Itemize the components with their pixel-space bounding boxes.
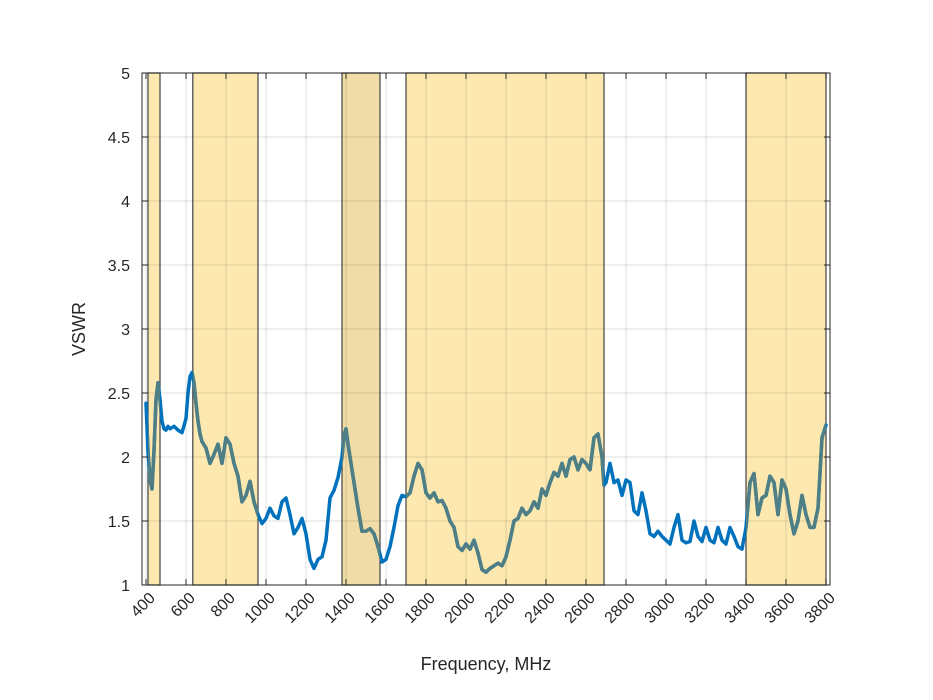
y-tick-label: 4 bbox=[121, 194, 130, 211]
x-tick-label: 2000 bbox=[442, 590, 479, 627]
y-axis-label: VSWR bbox=[69, 302, 89, 356]
x-tick-label: 600 bbox=[168, 590, 199, 621]
x-tick-label: 2600 bbox=[562, 590, 599, 627]
y-tick-label: 1.5 bbox=[108, 514, 130, 531]
highlight-band-0 bbox=[148, 73, 160, 585]
highlight-band-1 bbox=[192, 73, 258, 585]
y-tick-label: 5 bbox=[121, 66, 130, 83]
x-tick-label: 1200 bbox=[282, 590, 319, 627]
x-tick-label: 1000 bbox=[242, 590, 279, 627]
y-tick-label: 2.5 bbox=[108, 386, 130, 403]
x-tick-label: 800 bbox=[208, 590, 239, 621]
y-tick-label: 2 bbox=[121, 450, 130, 467]
x-axis-label: Frequency, MHz bbox=[421, 654, 552, 674]
y-tick-label: 3 bbox=[121, 322, 130, 339]
x-tick-label: 1600 bbox=[362, 590, 399, 627]
x-tick-label: 3800 bbox=[802, 590, 839, 627]
x-tick-label: 1400 bbox=[322, 590, 359, 627]
x-tick-label: 2200 bbox=[482, 590, 519, 627]
x-tick-label: 3200 bbox=[682, 590, 719, 627]
x-tick-label: 3600 bbox=[762, 590, 799, 627]
x-tick-label: 3400 bbox=[722, 590, 759, 627]
x-tick-label: 2400 bbox=[522, 590, 559, 627]
highlight-band-2 bbox=[342, 73, 380, 585]
highlight-bands bbox=[148, 73, 826, 585]
y-tick-label: 4.5 bbox=[108, 130, 130, 147]
y-tick-label: 3.5 bbox=[108, 258, 130, 275]
data-series bbox=[144, 370, 828, 574]
x-tick-label: 400 bbox=[128, 590, 159, 621]
x-tick-label: 2800 bbox=[602, 590, 639, 627]
grid-lines bbox=[142, 72, 830, 586]
y-axis-ticks: 1 1.5 2 2.5 3 3.5 4 4.5 5 bbox=[108, 66, 830, 595]
y-tick-label: 1 bbox=[121, 578, 130, 595]
x-tick-label: 1800 bbox=[402, 590, 439, 627]
x-tick-label: 3000 bbox=[642, 590, 679, 627]
